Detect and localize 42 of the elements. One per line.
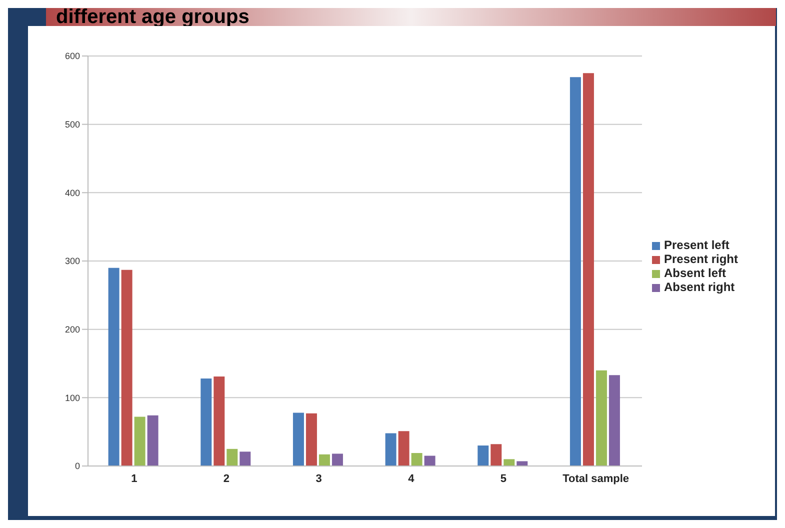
bar: [411, 453, 422, 466]
bar: [490, 444, 502, 466]
bar: [121, 270, 132, 466]
bar: [398, 431, 410, 466]
bar: [226, 448, 238, 466]
bar: [582, 73, 594, 466]
legend-label: Absent right: [664, 280, 735, 294]
bar: [214, 376, 225, 466]
bar: [306, 413, 317, 466]
bar: [240, 452, 251, 466]
bar: [200, 378, 212, 466]
bar: [292, 412, 304, 466]
legend-label: Present right: [664, 252, 738, 266]
x-tick-label: 1: [131, 472, 138, 485]
legend-label: Present left: [664, 238, 730, 252]
y-tick-label: 600: [64, 51, 80, 62]
legend-label: Absent left: [664, 266, 726, 280]
x-tick-label: 4: [408, 472, 416, 485]
x-tick-label: 3: [316, 472, 322, 485]
y-tick-label: 500: [64, 120, 80, 130]
y-tick-label: 100: [64, 392, 80, 403]
x-tick-label: Total sample: [562, 472, 630, 485]
y-tick-label: 300: [64, 256, 80, 266]
bar: [318, 454, 330, 466]
y-tick-label: 400: [64, 188, 80, 198]
chart-title: different age groups: [46, 6, 776, 28]
bar: [608, 375, 620, 466]
bar: [385, 433, 396, 466]
x-tick-label: 2: [223, 472, 230, 485]
bar: [424, 456, 436, 466]
bar: [147, 415, 158, 466]
bar: [108, 268, 120, 466]
y-tick-label: 200: [64, 324, 80, 335]
bar: [596, 370, 607, 466]
bar: [516, 461, 528, 466]
bar: [478, 446, 489, 466]
bar: [570, 77, 581, 466]
y-tick-label: 0: [74, 461, 80, 472]
x-tick-label: 5: [500, 472, 507, 485]
bar: [134, 416, 146, 466]
bar: [504, 459, 515, 466]
bar: [332, 454, 343, 466]
